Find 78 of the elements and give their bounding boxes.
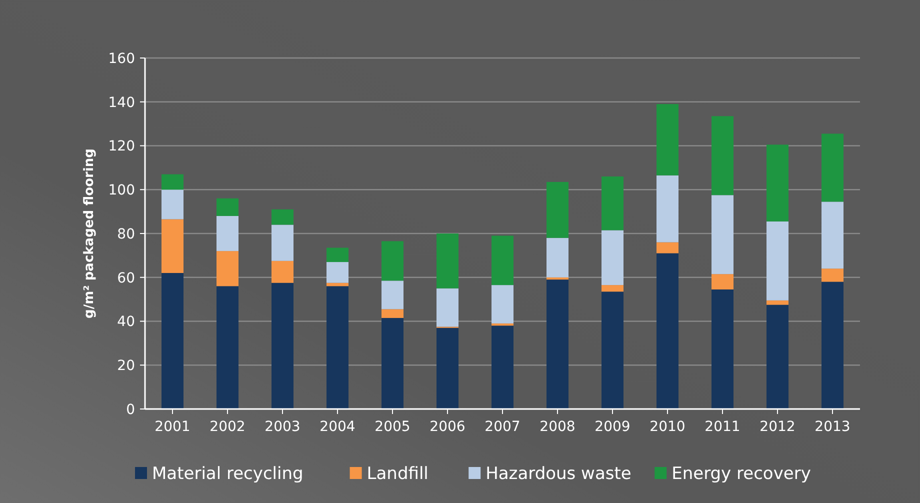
bar bbox=[162, 272, 184, 409]
legend-label: Energy recovery bbox=[672, 464, 811, 484]
bar bbox=[766, 221, 788, 300]
bar bbox=[602, 285, 624, 292]
bar bbox=[216, 286, 238, 409]
bar bbox=[712, 195, 734, 274]
bar bbox=[766, 300, 788, 305]
bar bbox=[822, 282, 844, 409]
x-tick-label: 2009 bbox=[594, 419, 630, 435]
bar bbox=[272, 260, 294, 283]
bar bbox=[492, 326, 514, 409]
bar bbox=[766, 144, 788, 222]
bar bbox=[382, 241, 404, 281]
x-tick-label: 2010 bbox=[650, 419, 686, 435]
x-tick-label: 2003 bbox=[264, 419, 300, 435]
bar bbox=[656, 104, 678, 176]
x-tick-label: 2001 bbox=[154, 419, 190, 435]
y-tick-label: 160 bbox=[108, 50, 135, 67]
bar bbox=[656, 175, 678, 242]
bar bbox=[492, 236, 514, 286]
bar bbox=[326, 282, 348, 286]
bar bbox=[822, 202, 844, 269]
bar bbox=[492, 323, 514, 326]
bar bbox=[272, 282, 294, 409]
x-tick-label: 2005 bbox=[374, 419, 410, 435]
bar bbox=[712, 274, 734, 290]
x-tick-label: 2004 bbox=[320, 419, 356, 435]
x-tick-label: 2012 bbox=[760, 419, 796, 435]
y-tick-label: 60 bbox=[117, 270, 135, 286]
legend-label: Landfill bbox=[366, 464, 428, 484]
x-tick-label: 2011 bbox=[704, 419, 740, 435]
bar bbox=[216, 198, 238, 216]
x-tick-label: 2013 bbox=[814, 419, 850, 435]
bar bbox=[546, 182, 568, 238]
y-tick-label: 0 bbox=[126, 402, 135, 418]
bar bbox=[602, 176, 624, 230]
bar bbox=[162, 190, 184, 220]
y-axis-title: g/m² packaged flooring bbox=[82, 148, 97, 318]
legend-label: Hazardous waste bbox=[486, 464, 632, 484]
bar bbox=[216, 251, 238, 286]
bar bbox=[216, 216, 238, 252]
bar bbox=[326, 262, 348, 283]
bar bbox=[602, 292, 624, 409]
bar bbox=[712, 116, 734, 196]
y-tick-label: 120 bbox=[108, 138, 135, 155]
y-tick-label: 20 bbox=[117, 358, 135, 374]
bar bbox=[546, 280, 568, 409]
y-tick-label: 40 bbox=[117, 314, 135, 330]
bar bbox=[382, 318, 404, 409]
bar bbox=[766, 304, 788, 409]
bar bbox=[602, 230, 624, 286]
bar bbox=[712, 289, 734, 409]
y-tick-label: 100 bbox=[108, 182, 135, 199]
bar bbox=[382, 309, 404, 318]
bar bbox=[656, 242, 678, 254]
bar bbox=[822, 134, 844, 202]
bar bbox=[272, 209, 294, 225]
bar bbox=[326, 248, 348, 262]
y-tick-label: 140 bbox=[108, 94, 135, 111]
bar bbox=[326, 286, 348, 409]
bar bbox=[656, 253, 678, 409]
x-tick-label: 2007 bbox=[484, 419, 520, 435]
bar bbox=[436, 328, 458, 409]
y-tick-label: 80 bbox=[117, 226, 135, 242]
x-tick-label: 2006 bbox=[430, 419, 466, 435]
bar bbox=[436, 234, 458, 288]
legend-label: Material recycling bbox=[152, 464, 304, 484]
bar bbox=[272, 224, 294, 261]
bar bbox=[546, 238, 568, 278]
bar bbox=[162, 174, 184, 190]
x-tick-label: 2008 bbox=[540, 419, 576, 435]
x-tick-label: 2002 bbox=[210, 419, 246, 435]
bar bbox=[546, 277, 568, 280]
bar bbox=[492, 285, 514, 324]
bar bbox=[436, 288, 458, 327]
bar bbox=[822, 268, 844, 282]
bar bbox=[382, 280, 404, 310]
bar bbox=[162, 219, 184, 273]
